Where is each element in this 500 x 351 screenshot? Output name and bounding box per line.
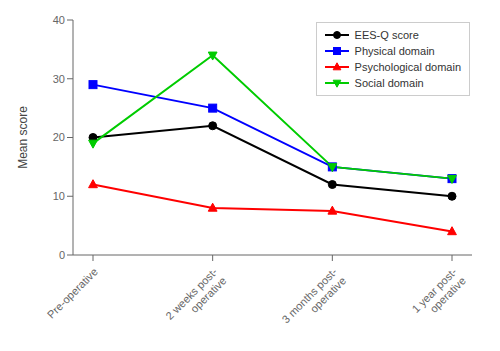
svg-text:2 weeks post-operative: 2 weeks post-operative xyxy=(163,265,229,331)
svg-text:Pre-operative: Pre-operative xyxy=(45,265,100,320)
html-text:Social domain: Social domain xyxy=(354,77,424,89)
svg-text:0: 0 xyxy=(59,249,65,261)
svg-text:Mean score: Mean score xyxy=(16,106,30,169)
svg-text:3 months post-operative: 3 months post-operative xyxy=(279,265,348,334)
html-text:EES-Q score: EES-Q score xyxy=(354,29,419,41)
svg-text:30: 30 xyxy=(53,73,65,85)
svg-text:20: 20 xyxy=(53,131,65,143)
html-text:Physical domain: Physical domain xyxy=(354,45,435,57)
html-text:Psychological domain: Psychological domain xyxy=(354,61,461,73)
svg-text:40: 40 xyxy=(53,14,65,26)
svg-text:10: 10 xyxy=(53,190,65,202)
svg-text:1 year post-operative: 1 year post-operative xyxy=(409,265,468,324)
